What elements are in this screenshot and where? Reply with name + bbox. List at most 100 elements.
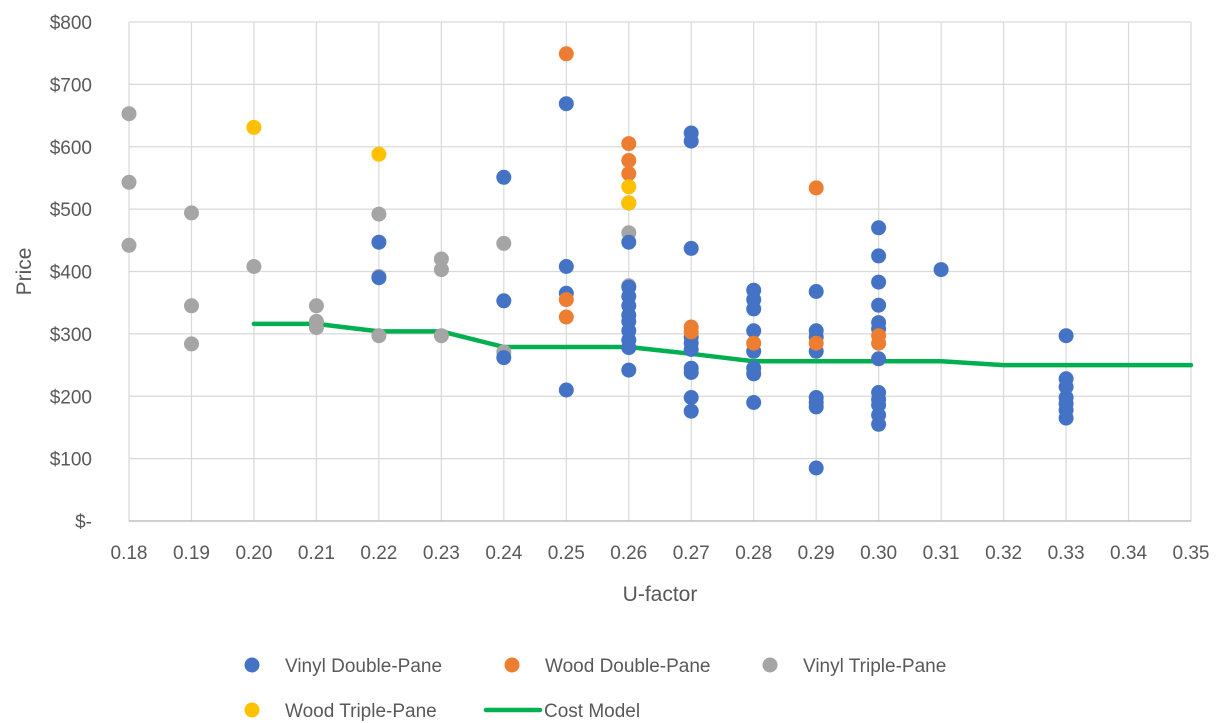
vinyl-triple-pane-point [184, 298, 199, 314]
x-axis-title: U-factor [623, 583, 698, 606]
vinyl-triple-pane-point [308, 298, 324, 314]
x-tick-label: 0.31 [923, 543, 960, 564]
legend-item-vinyl-triple-pane: Vinyl Triple-Pane [762, 656, 946, 677]
y-tick-label: $600 [50, 138, 92, 159]
vinyl-triple-pane-point [246, 259, 262, 274]
vinyl-double-pane-point [621, 234, 637, 250]
vinyl-double-pane-point [871, 416, 887, 432]
legend-label: Vinyl Triple-Pane [803, 656, 946, 677]
wood-double-pane-point [808, 180, 824, 196]
wood-double-pane-point [558, 309, 574, 325]
grid-lines [128, 21, 1192, 521]
x-tick-label: 0.30 [860, 543, 897, 564]
cost-model-line [251, 321, 1194, 368]
legend-marker-swatch [244, 657, 260, 673]
vinyl-double-pane-point [871, 351, 887, 367]
wood-double-pane-point [621, 153, 637, 168]
vinyl-double-pane-point [683, 365, 699, 380]
y-tick-label: $200 [50, 387, 92, 408]
x-tick-label: 0.27 [673, 543, 710, 564]
y-tick-label: $300 [50, 325, 92, 346]
vinyl-double-pane-point [621, 340, 637, 356]
vinyl-double-pane-point [371, 270, 387, 286]
x-tick-label: 0.21 [298, 543, 335, 564]
vinyl-triple-pane-point [184, 205, 199, 221]
x-tick-label: 0.25 [548, 543, 585, 564]
legend-label: Cost Model [544, 701, 640, 722]
vinyl-double-pane-point [933, 262, 949, 278]
vinyl-double-pane-point [746, 395, 762, 410]
x-tick-label: 0.32 [985, 543, 1022, 564]
legend-item-wood-double-pane: Wood Double-Pane [504, 656, 710, 677]
vinyl-double-pane-point [1058, 379, 1074, 395]
x-tick-label: 0.35 [1173, 543, 1210, 564]
legend-label: Wood Triple-Pane [285, 701, 437, 722]
vinyl-triple-pane-point [121, 106, 137, 122]
x-tick-label: 0.23 [423, 543, 460, 564]
y-tick-label: $100 [50, 450, 92, 471]
wood-double-pane-point [621, 166, 637, 182]
x-tick-label: 0.28 [735, 543, 772, 564]
wood-triple-pane-point [246, 119, 262, 135]
vinyl-double-pane-point [746, 301, 762, 317]
vinyl-triple-pane-point [308, 320, 324, 336]
wood-double-pane-point [558, 292, 574, 308]
wood-triple-pane-point [371, 146, 387, 162]
cost-model-line-layer [251, 321, 1194, 368]
wood-double-pane-point [808, 335, 824, 351]
y-axis-title: Price [13, 248, 36, 296]
wood-triple-pane-point [621, 195, 637, 211]
legend-marker-swatch [244, 702, 260, 718]
vinyl-double-pane-point [683, 240, 699, 256]
vinyl-double-pane-point [871, 274, 887, 290]
vinyl-double-pane-point [683, 390, 699, 405]
wood-double-pane-point [871, 335, 887, 351]
wood-triple-pane-point [621, 179, 637, 195]
x-tick-label: 0.20 [235, 543, 272, 564]
vinyl-double-pane-point [808, 284, 824, 299]
x-tick-label: 0.33 [1048, 543, 1085, 564]
vinyl-double-pane-point [1058, 328, 1074, 344]
legend: Vinyl Double-Pane Wood Double-Pane Vinyl T… [244, 656, 946, 722]
vinyl-double-pane-point [371, 234, 387, 250]
vinyl-double-pane-point [621, 362, 637, 378]
y-tick-label: $500 [50, 200, 92, 221]
vinyl-double-pane-point [683, 133, 699, 149]
vinyl-double-pane-point [808, 399, 824, 415]
vinyl-double-pane-point [496, 169, 512, 185]
x-tick-label: 0.18 [111, 543, 148, 564]
vinyl-double-pane-point [1058, 410, 1074, 426]
vinyl-triple-pane-point [371, 328, 387, 344]
vinyl-triple-pane-point [371, 206, 387, 222]
vinyl-double-pane-point [871, 220, 887, 236]
vinyl-double-pane-point [558, 96, 574, 112]
vinyl-triple-pane-point [184, 336, 199, 352]
wood-double-pane-point [621, 136, 637, 152]
x-tick-label: 0.29 [798, 543, 835, 564]
x-tick-label: 0.22 [360, 543, 397, 564]
vinyl-triple-pane-point [496, 235, 512, 251]
vinyl-double-pane-point [496, 350, 512, 366]
legend-marker-swatch [762, 657, 778, 673]
vinyl-double-pane-point [871, 297, 887, 313]
vinyl-triple-pane-point [433, 262, 449, 278]
vinyl-double-pane-point [746, 323, 762, 339]
y-tick-label: $800 [50, 13, 92, 34]
legend-label: Wood Double-Pane [545, 656, 710, 677]
legend-label: Vinyl Double-Pane [285, 656, 442, 677]
x-tick-label: 0.24 [485, 543, 522, 564]
legend-item-cost-model: Cost Model [483, 701, 640, 722]
vinyl-double-pane-point [558, 382, 574, 398]
vinyl-double-pane-point [558, 259, 574, 274]
vinyl-triple-pane-point [433, 328, 449, 344]
vinyl-double-pane-point [871, 248, 887, 264]
wood-double-pane-point [558, 46, 574, 62]
vinyl-double-pane-point [808, 460, 824, 476]
wood-double-pane-point [746, 335, 762, 351]
legend-item-vinyl-double-pane: Vinyl Double-Pane [244, 656, 442, 677]
x-tick-label: 0.19 [173, 543, 210, 564]
vinyl-double-pane-point [496, 293, 512, 309]
vinyl-double-pane-point [683, 342, 699, 357]
